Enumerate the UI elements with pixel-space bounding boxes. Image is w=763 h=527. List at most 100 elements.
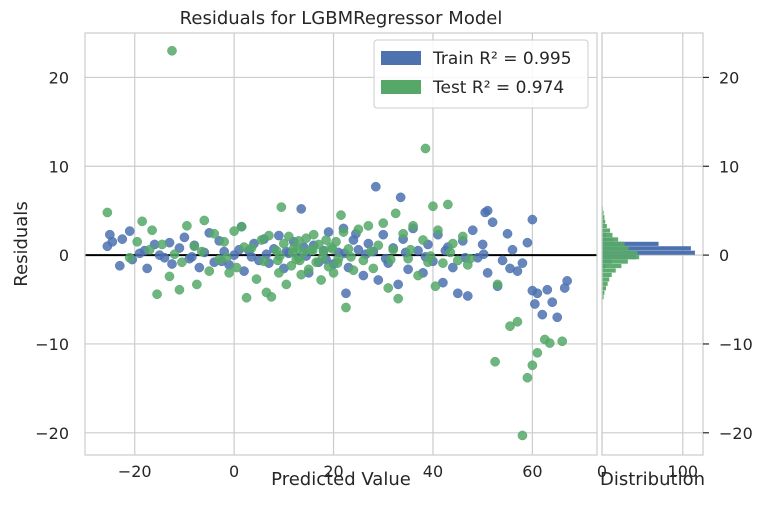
test-histogram-bar	[602, 237, 619, 242]
legend-box	[373, 39, 589, 109]
test-point	[490, 356, 500, 367]
test-point	[251, 274, 262, 284]
test-point	[209, 228, 220, 239]
test-point	[388, 244, 399, 255]
test-point	[378, 218, 389, 228]
test-point	[219, 236, 230, 247]
test-point	[527, 360, 538, 371]
train-point	[467, 225, 478, 236]
train-point	[341, 288, 351, 299]
y-tick-label: 20	[49, 68, 69, 87]
test-point	[278, 238, 289, 249]
test-point	[512, 316, 523, 327]
residual-points	[102, 45, 573, 441]
train-point	[373, 275, 384, 285]
test-point	[137, 216, 148, 227]
test-point	[341, 302, 351, 313]
train-point	[403, 264, 413, 275]
test-histogram-bar	[602, 246, 629, 251]
test-point	[266, 292, 277, 302]
legend-label-test: Test R² = 0.974	[432, 78, 564, 98]
train-point	[537, 309, 548, 320]
train-point	[478, 249, 489, 260]
histogram-y-tick-label: 20	[719, 68, 739, 87]
test-point	[383, 283, 394, 293]
test-point	[492, 279, 503, 290]
test-point	[438, 258, 448, 268]
test-histogram-bar	[602, 268, 616, 273]
test-point	[283, 231, 294, 242]
train-point	[179, 232, 190, 243]
histogram-y-tick-label: 10	[719, 157, 739, 176]
legend-swatch-train	[381, 51, 421, 65]
test-point	[221, 252, 232, 263]
test-point	[167, 45, 177, 56]
test-point	[517, 430, 528, 441]
train-point	[502, 228, 513, 239]
histogram-y-tick-label: 0	[719, 246, 729, 265]
test-point	[393, 293, 404, 304]
legend-label-train: Train R² = 0.995	[432, 49, 572, 69]
train-point	[353, 244, 364, 255]
test-point	[338, 227, 349, 237]
test-point	[132, 236, 143, 247]
histogram-y-tick-labels: −20 −10 0 10 20	[703, 68, 753, 443]
train-point	[487, 217, 498, 228]
train-point	[107, 236, 118, 247]
test-point	[403, 253, 413, 264]
test-point	[358, 255, 369, 266]
test-point	[428, 201, 438, 212]
y-tick-label: 10	[49, 157, 69, 176]
train-point	[562, 276, 573, 286]
y-axis-title: Residuals	[11, 201, 32, 286]
test-point	[532, 347, 543, 358]
test-point	[447, 238, 458, 249]
test-point	[307, 245, 318, 256]
test-histogram-bar	[602, 263, 622, 269]
test-histogram-bar	[602, 259, 628, 264]
test-point	[231, 262, 242, 273]
test-histogram-bar	[602, 281, 608, 286]
test-histogram-bar	[602, 286, 607, 291]
test-point	[276, 202, 287, 212]
test-point	[144, 244, 155, 255]
test-point	[157, 239, 167, 250]
test-point	[363, 220, 374, 231]
test-point	[433, 225, 443, 236]
test-histogram-bar	[602, 224, 607, 229]
test-point	[236, 221, 247, 232]
test-point	[152, 289, 162, 300]
train-point	[187, 252, 197, 262]
train-point	[497, 255, 508, 266]
train-histogram-bar	[602, 241, 659, 246]
test-point	[557, 336, 568, 347]
test-point	[229, 226, 239, 236]
test-point	[204, 266, 215, 276]
test-point	[430, 281, 441, 292]
test-point	[199, 215, 210, 226]
test-point	[443, 199, 453, 210]
x-tick-label: 40	[423, 462, 443, 481]
train-point	[378, 229, 389, 240]
chart-title: Residuals for LGBMRegressor Model	[180, 8, 503, 29]
y-tick-label: 0	[59, 246, 69, 265]
test-histogram-bar	[602, 228, 611, 233]
train-point	[477, 239, 488, 250]
test-point	[182, 220, 192, 231]
train-point	[274, 230, 284, 241]
test-point	[368, 263, 379, 274]
test-histogram-bar	[602, 277, 610, 282]
test-histogram-bar	[602, 219, 606, 224]
test-point	[413, 270, 423, 281]
test-histogram-bar	[602, 232, 613, 238]
train-point	[358, 270, 369, 281]
test-point	[191, 279, 202, 290]
train-point	[370, 181, 381, 192]
test-point	[418, 235, 428, 245]
test-point	[452, 255, 463, 266]
y-tick-label: −20	[35, 424, 69, 443]
test-histogram-bar	[602, 241, 625, 246]
test-point	[189, 241, 200, 252]
test-point	[102, 207, 113, 218]
train-point	[517, 258, 528, 268]
